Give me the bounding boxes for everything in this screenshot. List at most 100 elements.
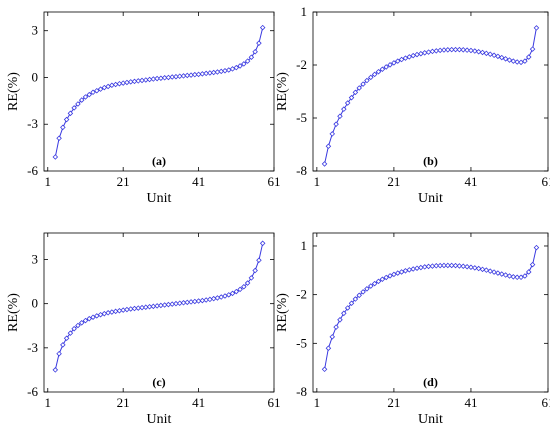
data-point [387,62,393,68]
series-line [324,27,537,165]
data-point [222,68,228,74]
data-point [207,296,213,303]
data-point [491,269,497,275]
data-point [337,113,343,119]
y-tick-label: 0 [32,69,39,84]
panel-label: (b) [423,154,438,168]
data-point [52,367,59,373]
y-tick-label: 3 [32,252,39,267]
data-point [52,154,59,160]
data-point [341,106,347,112]
data-point [383,64,389,70]
data-point [483,50,490,57]
x-tick-label: 1 [314,174,321,189]
data-point [491,52,497,59]
axes-box [312,232,549,393]
y-tick-label: -5 [296,335,307,350]
data-point [259,24,266,31]
data-point [464,263,470,270]
y-axis-label: RE(%) [275,293,290,332]
data-point [341,310,347,317]
data-point [325,345,332,351]
data-point [506,57,513,63]
data-point [256,40,262,46]
data-point [468,264,474,270]
data-point [502,272,509,278]
data-point [60,342,66,348]
data-point [421,264,428,270]
data-point [391,60,397,66]
data-point [337,317,343,323]
data-point [124,306,130,313]
data-point [460,263,467,270]
data-point [259,240,266,247]
data-point [82,94,89,100]
y-tick-label: -8 [296,384,307,399]
data-point [71,105,77,111]
data-point [56,350,62,357]
data-point [333,121,339,127]
data-point [464,47,470,53]
x-axis-label: Unit [418,191,443,206]
panel-label: (d) [423,375,438,389]
data-point [472,265,478,271]
data-point [82,317,89,324]
data-point [333,324,339,330]
data-point [329,334,336,340]
y-tick-label: 3 [32,23,39,38]
data-point [383,274,389,281]
x-tick-label: 1 [314,395,321,410]
data-point [63,335,70,342]
panel-label: (a) [152,154,166,168]
data-point [379,66,386,73]
y-tick-label: -6 [27,384,38,399]
x-tick-label: 41 [464,174,477,189]
data-point [429,263,436,269]
data-point [352,89,359,96]
data-point [499,54,505,61]
data-point [506,273,513,279]
data-point [421,50,428,56]
data-point [514,59,520,65]
data-point [364,286,370,292]
data-point [237,286,243,293]
data-point [375,278,382,285]
x-tick-label: 41 [192,174,205,189]
x-tick-label: 21 [387,395,400,410]
panel-c: 1 21 41 61 -6 -3 0 3 Unit RE(%) (c) [6,232,281,427]
data-point [368,74,374,81]
data-point [398,269,405,275]
data-point [425,263,432,270]
data-point [252,48,258,55]
data-point [120,80,126,86]
data-point [199,297,206,304]
data-point [218,68,224,75]
data-point [414,265,420,271]
data-point [329,131,336,137]
y-tick-label: 0 [32,296,39,311]
data-point [109,309,115,315]
x-tick-label: 41 [192,395,205,410]
data-point [90,89,96,96]
data-point [510,274,517,280]
data-point [112,308,119,315]
series-line [54,27,264,158]
data-point [525,54,532,60]
data-point [94,87,100,94]
data-point [414,51,420,58]
x-tick-label: 61 [542,395,550,410]
x-tick-label: 61 [268,174,281,189]
data-point [445,262,451,269]
data-point [71,325,77,332]
data-point [225,292,232,298]
data-point [116,80,123,87]
data-point [472,48,478,54]
data-point [78,97,85,103]
data-point [441,47,447,53]
data-point [394,58,401,64]
data-point [398,56,405,63]
data-point [518,59,524,66]
data-point [495,270,501,276]
data-point [394,270,401,276]
